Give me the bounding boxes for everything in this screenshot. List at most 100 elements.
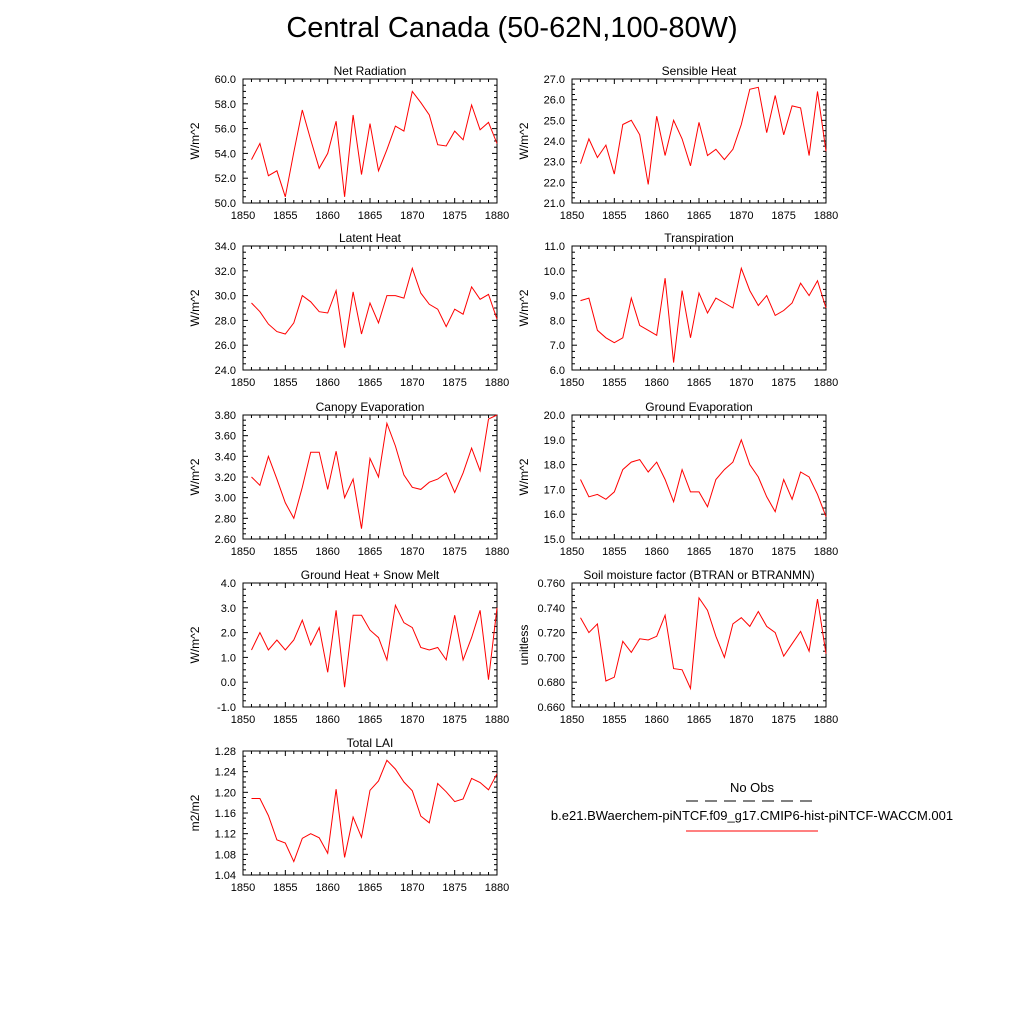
x-tick-label: 1855 — [273, 882, 297, 894]
legend-case-label: b.e21.BWaerchem-piNTCF.f09_g17.CMIP6-his… — [551, 808, 953, 823]
series-line — [580, 438, 827, 517]
chart-panel: Canopy Evaporation W/m^2 1850 1855 1860 1865 1… — [188, 400, 509, 558]
y-tick-label: 25.0 — [544, 115, 565, 127]
y-tick-label: 54.0 — [215, 148, 236, 160]
x-tick-label: 1880 — [814, 546, 838, 558]
x-tick-label: 1850 — [231, 377, 255, 389]
y-tick-label: 1.12 — [215, 829, 236, 841]
y-tick-label: 0.660 — [537, 702, 565, 714]
x-tick-label: 1875 — [442, 882, 466, 894]
x-tick-label: 1865 — [358, 377, 382, 389]
x-tick-label: 1865 — [687, 210, 711, 222]
chart-title: Transpiration — [664, 231, 734, 245]
x-tick-label: 1850 — [231, 210, 255, 222]
chart-title: Canopy Evaporation — [316, 400, 425, 414]
x-tick-label: 1860 — [315, 714, 339, 726]
y-tick-label: 11.0 — [544, 241, 565, 253]
x-tick-label: 1880 — [814, 377, 838, 389]
y-axis-label: W/m^2 — [517, 122, 531, 159]
x-tick-label: 1875 — [771, 210, 795, 222]
plot-frame — [571, 78, 827, 204]
y-tick-label: 2.60 — [215, 534, 236, 546]
x-tick-label: 1850 — [560, 210, 584, 222]
y-tick-label: 3.80 — [215, 410, 236, 422]
x-tick-label: 1875 — [442, 546, 466, 558]
y-tick-label: 3.00 — [215, 493, 236, 505]
x-tick-label: 1880 — [485, 714, 509, 726]
x-tick-label: 1870 — [400, 714, 424, 726]
x-tick-label: 1850 — [560, 546, 584, 558]
x-tick-label: 1855 — [273, 210, 297, 222]
x-tick-label: 1860 — [315, 377, 339, 389]
plot-frame — [242, 414, 498, 540]
y-tick-label: 1.20 — [215, 787, 236, 799]
y-tick-label: 1.04 — [215, 870, 236, 882]
y-tick-label: 18.0 — [544, 460, 565, 472]
x-tick-label: 1865 — [358, 210, 382, 222]
y-tick-label: 17.0 — [544, 484, 565, 496]
y-axis-label: W/m^2 — [517, 458, 531, 495]
y-axis-label: W/m^2 — [517, 289, 531, 326]
y-tick-label: 21.0 — [544, 198, 565, 210]
x-tick-label: 1865 — [687, 546, 711, 558]
y-tick-label: 1.28 — [215, 746, 236, 758]
y-tick-label: 16.0 — [544, 509, 565, 521]
x-tick-label: 1850 — [560, 714, 584, 726]
chart-title: Ground Evaporation — [645, 400, 752, 414]
y-tick-label: 3.0 — [221, 603, 236, 615]
y-tick-label: 24.0 — [215, 365, 236, 377]
plot-frame — [242, 245, 498, 371]
y-tick-label: 27.0 — [544, 74, 565, 86]
y-tick-label: 19.0 — [544, 435, 565, 447]
y-tick-label: 52.0 — [215, 173, 236, 185]
y-axis-label: W/m^2 — [188, 458, 202, 495]
x-tick-label: 1860 — [644, 714, 668, 726]
x-tick-label: 1865 — [358, 882, 382, 894]
x-tick-label: 1880 — [814, 714, 838, 726]
x-tick-label: 1860 — [644, 377, 668, 389]
y-tick-label: 0.700 — [537, 652, 565, 664]
x-tick-label: 1855 — [273, 377, 297, 389]
y-tick-label: 0.0 — [221, 677, 236, 689]
x-tick-label: 1855 — [273, 546, 297, 558]
x-tick-label: 1850 — [560, 377, 584, 389]
y-tick-label: 32.0 — [215, 266, 236, 278]
y-tick-label: 20.0 — [544, 410, 565, 422]
y-axis-label: W/m^2 — [188, 626, 202, 663]
page-title: Central Canada (50-62N,100-80W) — [286, 12, 738, 44]
plot-frame — [571, 245, 827, 371]
y-tick-label: 1.0 — [221, 652, 236, 664]
series-line — [251, 266, 498, 348]
y-tick-label: 0.720 — [537, 628, 565, 640]
y-tick-label: 8.0 — [550, 315, 565, 327]
series-line — [251, 759, 498, 863]
y-tick-label: 24.0 — [544, 136, 565, 148]
y-tick-label: 23.0 — [544, 157, 565, 169]
y-tick-label: 26.0 — [215, 340, 236, 352]
series-line — [251, 90, 498, 197]
x-tick-label: 1860 — [315, 882, 339, 894]
x-tick-label: 1870 — [400, 546, 424, 558]
chart-title: Net Radiation — [334, 64, 407, 78]
y-tick-label: 60.0 — [215, 74, 236, 86]
x-tick-label: 1875 — [771, 714, 795, 726]
x-tick-label: 1870 — [729, 210, 753, 222]
x-tick-label: 1875 — [771, 377, 795, 389]
y-tick-label: -1.0 — [217, 702, 236, 714]
chart-panel: Ground Evaporation W/m^2 1850 1855 1860 1865 1… — [517, 400, 838, 558]
x-tick-label: 1875 — [771, 546, 795, 558]
x-tick-label: 1870 — [729, 714, 753, 726]
chart-panel: Latent Heat W/m^2 1850 1855 1860 1865 1870 1875… — [188, 231, 509, 389]
y-tick-label: 1.16 — [215, 808, 236, 820]
plot-frame — [571, 414, 827, 540]
x-tick-label: 1870 — [729, 546, 753, 558]
x-tick-label: 1875 — [442, 210, 466, 222]
legend: No Obs b.e21.BWaerchem-piNTCF.f09_g17.CM… — [551, 780, 953, 832]
x-tick-label: 1875 — [442, 714, 466, 726]
y-tick-label: 10.0 — [544, 266, 565, 278]
y-tick-label: 15.0 — [544, 534, 565, 546]
series-line — [580, 86, 827, 185]
y-tick-label: 1.08 — [215, 849, 236, 861]
chart-panel: Net Radiation W/m^2 1850 1855 1860 1865 1870 18… — [188, 64, 509, 222]
